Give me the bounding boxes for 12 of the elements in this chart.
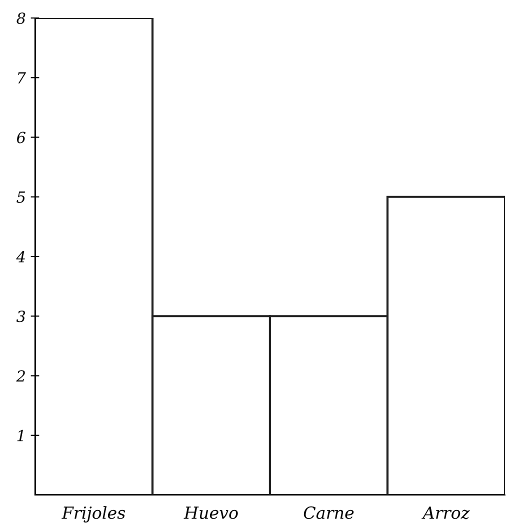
y-tick-label: 6 (17, 132, 26, 144)
y-tick-label: 4 (16, 250, 25, 262)
x-tick-label: Arroz (422, 506, 470, 520)
y-tick-label: 2 (16, 370, 25, 382)
y-tick-label: 1 (17, 430, 23, 442)
y-tick-label: 3 (16, 310, 26, 322)
x-tick-label: Frijoles (62, 506, 126, 522)
x-tick-label: Carne (304, 506, 354, 520)
x-tick-label: Huevo (184, 506, 238, 520)
y-tick-label: 8 (16, 12, 26, 24)
y-tick-label: 5 (16, 192, 26, 203)
y-tick-label: 7 (18, 72, 26, 84)
